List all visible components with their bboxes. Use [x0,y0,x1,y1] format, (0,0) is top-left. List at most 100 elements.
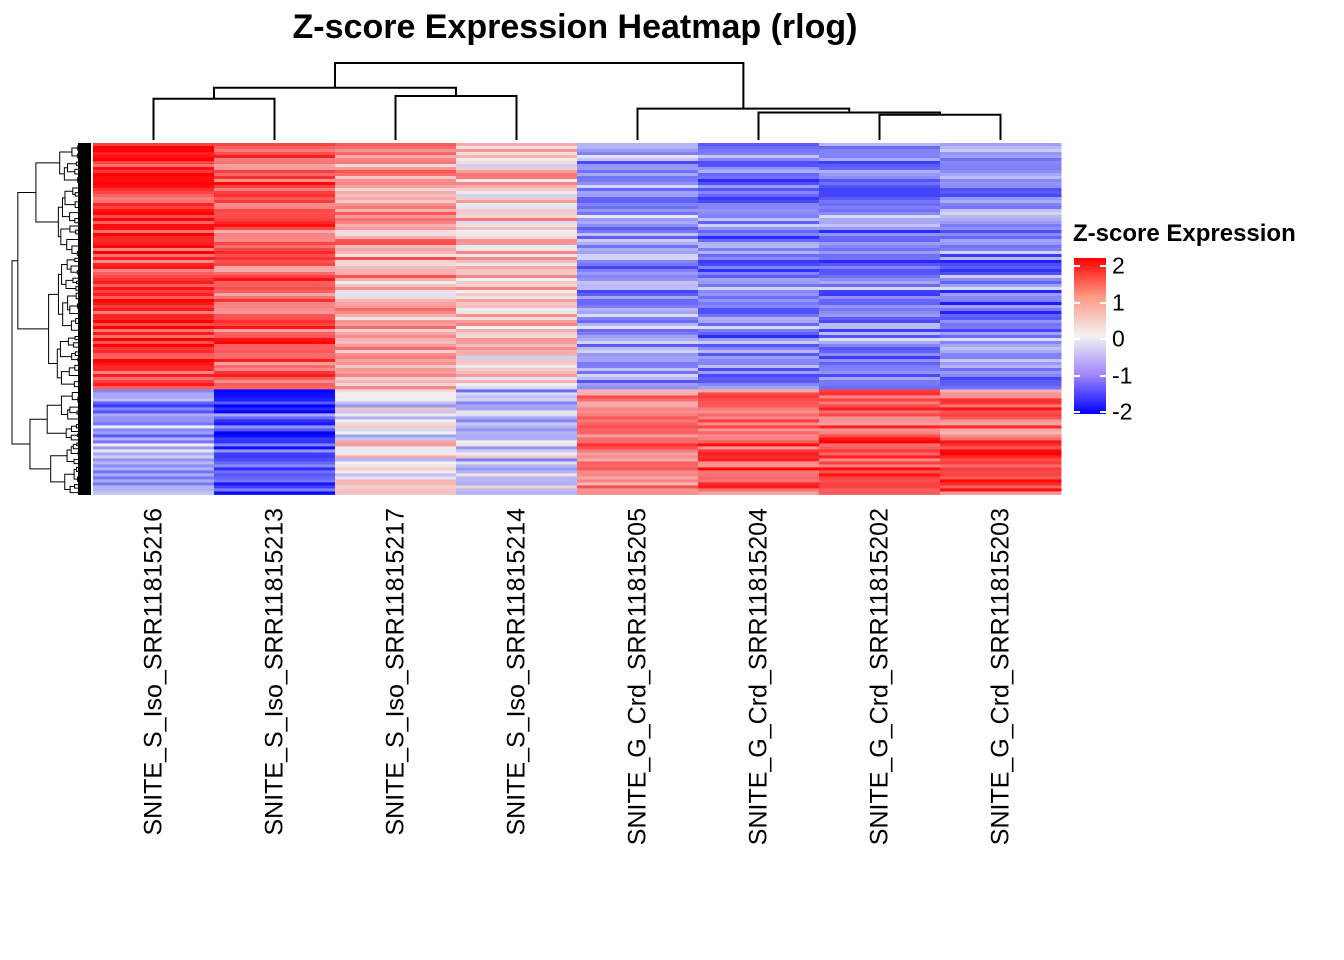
heatmap-cell [93,248,215,252]
heatmap-cell [214,368,336,372]
heatmap-cell [335,293,457,297]
heatmap-cell [456,152,578,156]
heatmap-cell [93,395,215,399]
heatmap-cell [456,191,578,195]
heatmap-cell [698,233,820,237]
heatmap-cell [940,230,1062,234]
heatmap-cell [577,431,699,435]
row-dendrogram-branch [59,151,72,175]
heatmap-cell [940,434,1062,438]
heatmap-cell [456,419,578,423]
heatmap-cell [335,263,457,267]
heatmap-cell [456,362,578,366]
heatmap-cell [577,347,699,351]
heatmap-cell [335,383,457,387]
row-dendrogram-branch [65,279,76,289]
row-dendrogram-branch [60,228,70,246]
heatmap-cell [940,269,1062,273]
heatmap-cell [93,212,215,216]
heatmap-cell [456,296,578,300]
heatmap-cell [577,458,699,462]
heatmap-cell [940,488,1062,492]
heatmap-cell [698,341,820,345]
heatmap-cell [940,266,1062,270]
heatmap-cell [335,317,457,321]
row-dendrogram-branch [17,191,49,330]
heatmap-cell [940,143,1062,147]
heatmap-cell [335,275,457,279]
heatmap-cell [456,443,578,447]
heatmap-cell [698,257,820,261]
heatmap-cell [335,461,457,465]
heatmap-cell [93,452,215,456]
heatmap-cell [577,155,699,159]
heatmap-cell [698,326,820,330]
heatmap-cell [93,410,215,414]
heatmap-cell [93,254,215,258]
heatmap-cell [819,257,941,261]
heatmap-cell [456,170,578,174]
heatmap-cell [698,491,820,495]
heatmap-cell [214,230,336,234]
heatmap-cell [940,392,1062,396]
heatmap-cell [93,305,215,309]
heatmap-cell [698,461,820,465]
heatmap-cell [214,383,336,387]
heatmap-cell [698,413,820,417]
heatmap-cell [456,215,578,219]
heatmap-cell [93,284,215,288]
heatmap-cell [214,392,336,396]
heatmap-cell [335,224,457,228]
heatmap-cell [335,212,457,216]
heatmap-cell [93,266,215,270]
row-dendrogram [11,143,91,495]
heatmap-cell [698,347,820,351]
heatmap-cell [940,341,1062,345]
heatmap-cell [456,197,578,201]
heatmap-cell [819,491,941,495]
row-dendrogram-branch [35,162,60,223]
heatmap-cell [940,398,1062,402]
heatmap-cell [214,335,336,339]
heatmap-cell [940,299,1062,303]
heatmap-cell [577,275,699,279]
heatmap-cell [214,182,336,186]
heatmap-cell [93,242,215,246]
heatmap-cell [214,254,336,258]
heatmap-cell [577,335,699,339]
heatmap-cell [940,200,1062,204]
heatmap-cell [214,320,336,324]
heatmap-cell [698,263,820,267]
heatmap-cell [577,170,699,174]
legend-color-bar [1074,258,1106,414]
heatmap-cell [819,401,941,405]
heatmap-cell [577,377,699,381]
heatmap-cell [456,473,578,477]
heatmap-cell [214,200,336,204]
heatmap-cell [93,443,215,447]
heatmap-cell [93,299,215,303]
heatmap-cell [93,290,215,294]
heatmap-cell [456,308,578,312]
heatmap-cell [335,386,457,390]
heatmap-cell [577,386,699,390]
heatmap-cell [93,197,215,201]
heatmap-cell [577,428,699,432]
heatmap-cell [819,311,941,315]
heatmap-cell [456,179,578,183]
heatmap-cell [698,395,820,399]
heatmap-cell [456,311,578,315]
heatmap-cell [940,371,1062,375]
heatmap-cell [940,215,1062,219]
heatmap-cell [698,374,820,378]
heatmap-cell [456,470,578,474]
heatmap-cell [456,455,578,459]
heatmap-cell [940,374,1062,378]
heatmap-cell [335,419,457,423]
heatmap-cell [940,449,1062,453]
heatmap-cell [577,374,699,378]
heatmap-cell [577,479,699,483]
heatmap-cell [940,329,1062,333]
heatmap-cell [577,365,699,369]
heatmap-cell [214,293,336,297]
